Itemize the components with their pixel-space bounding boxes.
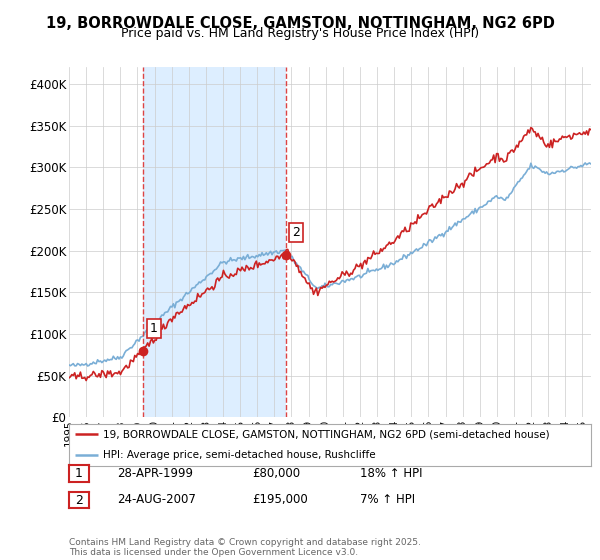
Text: 7% ↑ HPI: 7% ↑ HPI [360, 493, 415, 506]
Text: 1: 1 [75, 467, 83, 480]
Text: £195,000: £195,000 [252, 493, 308, 506]
Text: 19, BORROWDALE CLOSE, GAMSTON, NOTTINGHAM, NG2 6PD: 19, BORROWDALE CLOSE, GAMSTON, NOTTINGHA… [46, 16, 554, 31]
Text: 28-APR-1999: 28-APR-1999 [117, 466, 193, 480]
Text: Price paid vs. HM Land Registry's House Price Index (HPI): Price paid vs. HM Land Registry's House … [121, 27, 479, 40]
Text: Contains HM Land Registry data © Crown copyright and database right 2025.
This d: Contains HM Land Registry data © Crown c… [69, 538, 421, 557]
Text: 2: 2 [75, 493, 83, 507]
Bar [143, 67, 286, 417]
Text: 19, BORROWDALE CLOSE, GAMSTON, NOTTINGHAM, NG2 6PD (semi-detached house): 19, BORROWDALE CLOSE, GAMSTON, NOTTINGHA… [103, 430, 550, 440]
Text: 24-AUG-2007: 24-AUG-2007 [117, 493, 196, 506]
Text: 2: 2 [292, 226, 300, 239]
Text: 1: 1 [150, 322, 158, 335]
Text: £80,000: £80,000 [252, 466, 300, 480]
Text: 18% ↑ HPI: 18% ↑ HPI [360, 466, 422, 480]
Text: HPI: Average price, semi-detached house, Rushcliffe: HPI: Average price, semi-detached house,… [103, 450, 376, 460]
